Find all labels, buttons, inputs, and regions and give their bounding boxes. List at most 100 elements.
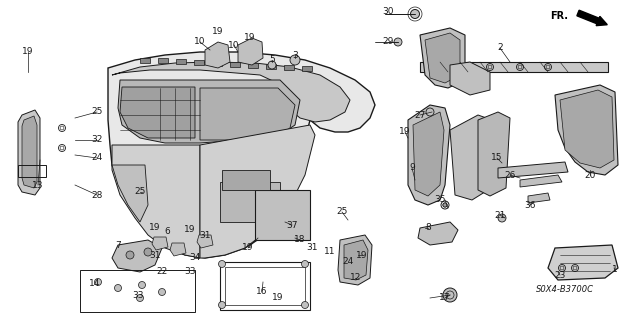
- Polygon shape: [22, 116, 37, 188]
- Text: 23: 23: [554, 270, 566, 279]
- Circle shape: [498, 214, 506, 222]
- Text: 11: 11: [324, 247, 336, 257]
- Polygon shape: [450, 62, 490, 95]
- Bar: [255, 190, 310, 240]
- Polygon shape: [200, 125, 315, 258]
- Polygon shape: [420, 28, 465, 88]
- Polygon shape: [152, 237, 168, 250]
- Polygon shape: [205, 42, 230, 68]
- Circle shape: [138, 282, 145, 289]
- Text: 26: 26: [504, 171, 516, 180]
- Bar: [140, 58, 150, 63]
- Circle shape: [95, 278, 102, 285]
- Text: 36: 36: [524, 201, 536, 210]
- Text: 16: 16: [256, 287, 268, 297]
- Polygon shape: [200, 88, 295, 140]
- Bar: [80, 270, 195, 312]
- Polygon shape: [108, 52, 375, 258]
- Text: 1: 1: [612, 266, 618, 275]
- Circle shape: [301, 301, 308, 308]
- Bar: [225, 267, 305, 305]
- Bar: [194, 60, 204, 65]
- Text: 19: 19: [212, 28, 224, 36]
- Text: 25: 25: [92, 108, 102, 116]
- Bar: [230, 62, 240, 67]
- Polygon shape: [498, 162, 568, 178]
- Bar: [18, 165, 46, 177]
- Polygon shape: [560, 90, 614, 168]
- Text: FR.: FR.: [550, 11, 568, 21]
- Polygon shape: [450, 115, 492, 200]
- Text: 22: 22: [156, 268, 168, 276]
- Polygon shape: [112, 165, 148, 222]
- Polygon shape: [170, 243, 186, 256]
- Text: 24: 24: [92, 154, 102, 163]
- Polygon shape: [418, 222, 458, 245]
- Bar: [220, 182, 280, 222]
- Text: 31: 31: [199, 230, 211, 239]
- Polygon shape: [112, 145, 200, 258]
- Text: 19: 19: [184, 226, 196, 235]
- Bar: [302, 66, 312, 71]
- Circle shape: [136, 294, 143, 301]
- Circle shape: [218, 260, 225, 268]
- Circle shape: [115, 284, 122, 292]
- Polygon shape: [413, 112, 444, 196]
- Circle shape: [410, 10, 419, 19]
- Text: 10: 10: [228, 41, 240, 50]
- Circle shape: [443, 288, 457, 302]
- Text: 10: 10: [195, 37, 205, 46]
- Polygon shape: [120, 87, 195, 138]
- Text: 28: 28: [92, 190, 102, 199]
- Text: 19: 19: [22, 47, 34, 57]
- Text: 19: 19: [356, 251, 368, 260]
- Text: 8: 8: [425, 223, 431, 233]
- Polygon shape: [420, 62, 608, 72]
- Circle shape: [301, 260, 308, 268]
- Text: 24: 24: [342, 258, 354, 267]
- Text: 25: 25: [134, 188, 146, 196]
- Text: 19: 19: [272, 293, 284, 302]
- Text: 14: 14: [90, 279, 100, 289]
- Text: 19: 19: [149, 223, 161, 233]
- Polygon shape: [548, 245, 618, 280]
- Bar: [158, 58, 168, 63]
- Text: 19: 19: [399, 127, 411, 137]
- Text: 32: 32: [92, 135, 102, 145]
- Text: 35: 35: [435, 196, 445, 204]
- Polygon shape: [197, 235, 213, 248]
- Text: 15: 15: [492, 154, 503, 163]
- Text: 9: 9: [409, 164, 415, 172]
- Text: 13: 13: [32, 180, 44, 189]
- FancyArrow shape: [577, 10, 607, 26]
- Text: 7: 7: [115, 241, 121, 250]
- Bar: [248, 63, 258, 68]
- Text: 31: 31: [307, 244, 317, 252]
- Text: 19: 19: [244, 34, 256, 43]
- Circle shape: [268, 61, 276, 69]
- Polygon shape: [112, 240, 162, 272]
- Polygon shape: [18, 110, 40, 195]
- Polygon shape: [528, 193, 550, 203]
- Text: 6: 6: [164, 228, 170, 236]
- Bar: [266, 64, 276, 69]
- Text: 5: 5: [269, 55, 275, 65]
- Text: 20: 20: [584, 171, 596, 180]
- Circle shape: [426, 108, 434, 116]
- Polygon shape: [408, 105, 450, 205]
- Text: 29: 29: [382, 37, 394, 46]
- Text: 19: 19: [243, 244, 253, 252]
- Circle shape: [218, 301, 225, 308]
- Polygon shape: [112, 62, 350, 122]
- Polygon shape: [555, 85, 618, 175]
- Text: 30: 30: [382, 7, 394, 17]
- Text: 18: 18: [294, 236, 306, 244]
- Text: 37: 37: [286, 220, 298, 229]
- Polygon shape: [520, 175, 562, 187]
- Bar: [212, 61, 222, 66]
- Text: 31: 31: [149, 251, 161, 260]
- Bar: [176, 59, 186, 64]
- Text: 21: 21: [494, 211, 506, 220]
- Text: 27: 27: [414, 110, 426, 119]
- Text: 33: 33: [132, 292, 144, 300]
